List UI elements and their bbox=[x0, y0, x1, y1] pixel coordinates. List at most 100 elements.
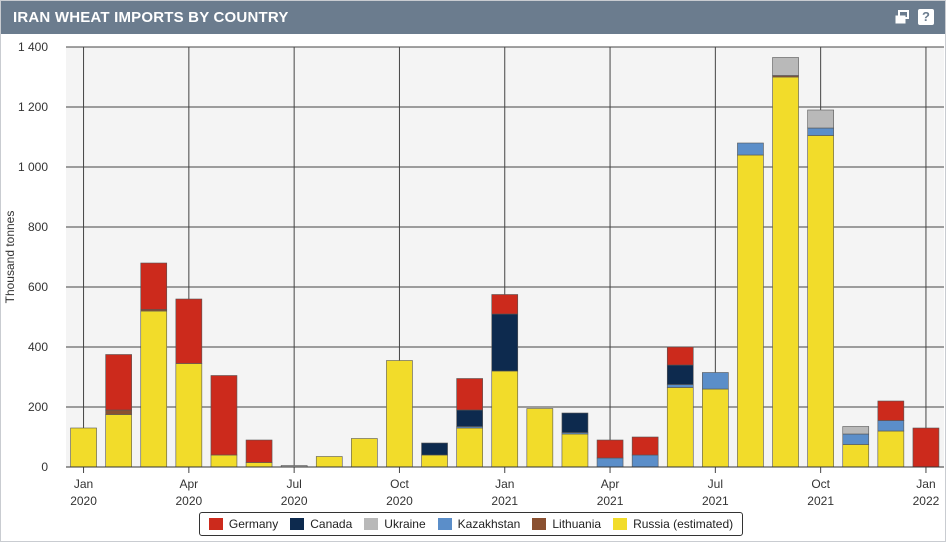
bar-segment bbox=[315, 456, 343, 468]
bar-segment bbox=[386, 360, 413, 468]
help-icon[interactable]: ? bbox=[918, 9, 934, 25]
legend-label: Kazakhstan bbox=[457, 517, 521, 531]
bar-segment bbox=[421, 454, 448, 468]
bar-segment bbox=[842, 444, 870, 468]
bar-segment bbox=[631, 454, 659, 468]
bar-segment bbox=[210, 375, 238, 456]
bar-segment bbox=[737, 142, 764, 156]
bar-segment bbox=[175, 298, 203, 364]
x-tick-year-label: 2021 bbox=[807, 494, 834, 508]
bar-segment bbox=[105, 354, 132, 411]
bar-segment bbox=[456, 427, 483, 468]
bar-segment bbox=[666, 384, 694, 388]
legend-label: Ukraine bbox=[384, 517, 426, 531]
legend-label: Lithuania bbox=[552, 517, 602, 531]
bar-segment bbox=[596, 457, 624, 468]
bar-segment bbox=[245, 439, 273, 463]
bar-segment bbox=[526, 408, 554, 468]
x-tick-year-label: 2020 bbox=[281, 494, 308, 508]
bar-segment bbox=[842, 426, 870, 435]
bar-segment bbox=[421, 442, 448, 456]
restore-window-icon[interactable] bbox=[894, 9, 910, 25]
bar-segment bbox=[807, 127, 834, 136]
x-tick-label: Apr bbox=[601, 477, 620, 491]
bar-segment bbox=[737, 154, 764, 468]
chart-legend: Germany Canada Ukraine Kazakhstan Lithuania R… bbox=[199, 512, 743, 536]
x-tick-label: Apr bbox=[180, 477, 199, 491]
x-tick-label: Jul bbox=[286, 477, 301, 491]
x-tick-label: Oct bbox=[390, 477, 409, 491]
legend-swatch bbox=[613, 518, 628, 530]
bar-segment bbox=[631, 436, 659, 456]
x-tick-year-label: 2020 bbox=[175, 494, 202, 508]
axes: 0 200 400 600 800 1 000 1 200 1 400 Jan 2020 Apr 20… bbox=[3, 40, 944, 508]
bar-segment bbox=[140, 262, 168, 310]
bar-segment bbox=[105, 409, 132, 415]
x-tick-label: Jan bbox=[916, 477, 935, 491]
bar-segment bbox=[807, 109, 834, 129]
x-tick-year-label: 2020 bbox=[70, 494, 97, 508]
bar-segment bbox=[666, 346, 694, 366]
y-tick-label: 200 bbox=[28, 400, 48, 414]
bar-segment bbox=[842, 433, 870, 445]
legend-swatch bbox=[208, 518, 223, 530]
bar-segment bbox=[140, 310, 168, 468]
legend-swatch bbox=[437, 518, 452, 530]
bar-segment bbox=[561, 412, 589, 433]
legend-item[interactable]: Canada bbox=[290, 517, 352, 531]
bar-segment bbox=[456, 409, 483, 427]
bar-segment bbox=[807, 135, 834, 468]
bar-segment bbox=[351, 438, 378, 468]
x-tick-label: Oct bbox=[811, 477, 830, 491]
y-tick-label: 1 000 bbox=[18, 160, 48, 174]
bar-segment bbox=[175, 363, 203, 468]
chart-title: IRAN WHEAT IMPORTS BY COUNTRY bbox=[13, 9, 289, 26]
bar-segment bbox=[877, 430, 905, 468]
bar-segment bbox=[491, 370, 519, 468]
y-tick-label: 1 400 bbox=[18, 40, 48, 54]
y-tick-label: 0 bbox=[41, 460, 48, 474]
legend-label: Russia (estimated) bbox=[633, 517, 734, 531]
bar-segment bbox=[245, 462, 273, 468]
bar-segment bbox=[561, 433, 589, 468]
y-axis-title: Thousand tonnes bbox=[3, 211, 17, 304]
bar-segment bbox=[772, 57, 799, 76]
x-tick-label: Jan bbox=[74, 477, 93, 491]
legend-label: Germany bbox=[228, 517, 279, 531]
bar-segment bbox=[210, 454, 238, 468]
bar-segment bbox=[70, 427, 97, 468]
legend-swatch bbox=[532, 518, 547, 530]
legend-label: Canada bbox=[310, 517, 353, 531]
bar-segment bbox=[772, 76, 799, 468]
legend-item[interactable]: Kazakhstan bbox=[437, 517, 521, 531]
bar-segment bbox=[491, 313, 519, 372]
bar-segment bbox=[666, 364, 694, 385]
y-tick-label: 1 200 bbox=[18, 100, 48, 114]
bar-segment bbox=[702, 388, 729, 468]
legend-item[interactable]: Russia (estimated) bbox=[613, 517, 733, 531]
y-tick-label: 800 bbox=[28, 220, 48, 234]
x-tick-year-label: 2021 bbox=[702, 494, 729, 508]
panel-header: IRAN WHEAT IMPORTS BY COUNTRY ? bbox=[1, 1, 945, 34]
bar-segment bbox=[877, 400, 905, 421]
legend-item[interactable]: Lithuania bbox=[532, 517, 601, 531]
x-tick-year-label: 2022 bbox=[913, 494, 940, 508]
x-tick-year-label: 2020 bbox=[386, 494, 413, 508]
y-tick-label: 600 bbox=[28, 280, 48, 294]
legend-item[interactable]: Germany bbox=[208, 517, 279, 531]
y-tick-label: 400 bbox=[28, 340, 48, 354]
x-tick-year-label: 2021 bbox=[597, 494, 624, 508]
legend-swatch bbox=[290, 518, 305, 530]
bar-segment bbox=[702, 372, 729, 390]
bars bbox=[70, 57, 940, 468]
x-tick-label: Jan bbox=[495, 477, 514, 491]
bar-segment bbox=[877, 420, 905, 432]
bar-segment bbox=[456, 378, 483, 411]
legend-item[interactable]: Ukraine bbox=[364, 517, 426, 531]
bar-segment bbox=[105, 414, 132, 468]
x-tick-label: Jul bbox=[708, 477, 723, 491]
bar-segment bbox=[912, 427, 940, 468]
bar-segment bbox=[491, 294, 519, 315]
x-tick-year-label: 2021 bbox=[491, 494, 518, 508]
